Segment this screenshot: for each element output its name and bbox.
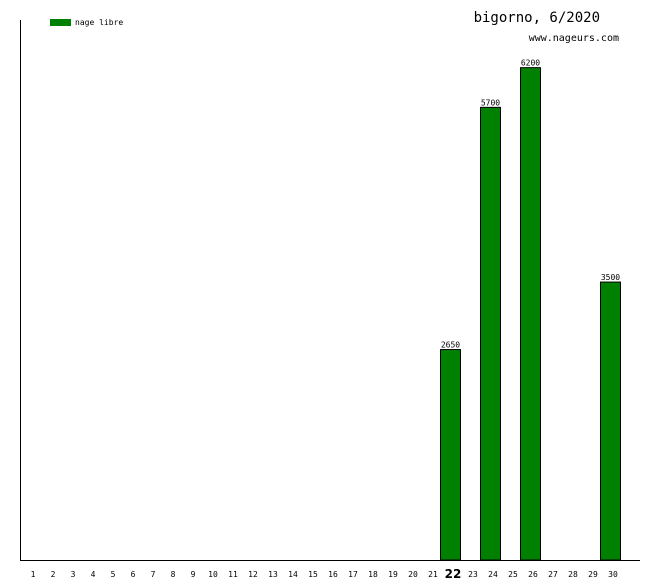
x-tick-labels: 1 2 3 4 5 6 7 8 9 10 11 12 13 14 15 16 17 18 19 20 21 22 23 24 2… [31,567,618,580]
x-tick-label-2: 2 [51,570,56,579]
x-tick-label-18: 18 [368,570,378,579]
x-tick-label-20: 20 [408,570,418,579]
x-tick-label-28: 28 [568,570,578,579]
chart-subtitle: www.nageurs.com [529,33,619,44]
x-tick-label-10: 10 [208,570,218,579]
x-tick-label-13: 13 [268,570,278,579]
x-tick-label-8: 8 [171,570,176,579]
x-tick-label-24: 24 [488,570,498,579]
bar-day-26 [520,67,541,561]
x-tick-label-5: 5 [111,570,116,579]
x-tick-label-26: 26 [528,570,538,579]
bar-value-label-day-24: 5700 [481,98,500,107]
x-tick-label-16: 16 [328,570,338,579]
x-tick-label-30: 30 [608,570,618,579]
x-tick-label-21: 21 [428,570,438,579]
x-tick-label-22: 22 [445,567,462,580]
legend-label-nage-libre: nage libre [75,18,123,27]
x-tick-label-7: 7 [151,570,156,579]
x-tick-label-12: 12 [248,570,258,579]
x-tick-label-17: 17 [348,570,358,579]
x-tick-label-11: 11 [228,570,238,579]
legend-swatch-nage-libre [50,19,71,26]
bar-value-label-day-26: 6200 [521,59,540,68]
x-tick-label-1: 1 [31,570,36,579]
x-tick-label-9: 9 [191,570,196,579]
x-tick-label-4: 4 [91,570,96,579]
bar-value-label-day-22: 2650 [441,341,460,350]
x-tick-label-15: 15 [308,570,318,579]
bar-day-24 [480,106,501,561]
bar-day-30 [600,281,621,561]
x-tick-label-25: 25 [508,570,518,579]
chart-title: bigorno, 6/2020 [474,10,600,26]
x-tick-label-6: 6 [131,570,136,579]
x-tick-label-27: 27 [548,570,558,579]
x-tick-label-3: 3 [71,570,76,579]
bar-value-label-day-30: 3500 [601,273,620,282]
x-tick-label-14: 14 [288,570,298,579]
bar-day-22 [440,349,461,561]
bars-group: 2650 5700 6200 3500 [440,59,621,561]
x-tick-label-29: 29 [588,570,598,579]
x-tick-label-19: 19 [388,570,398,579]
x-tick-label-23: 23 [468,570,478,579]
